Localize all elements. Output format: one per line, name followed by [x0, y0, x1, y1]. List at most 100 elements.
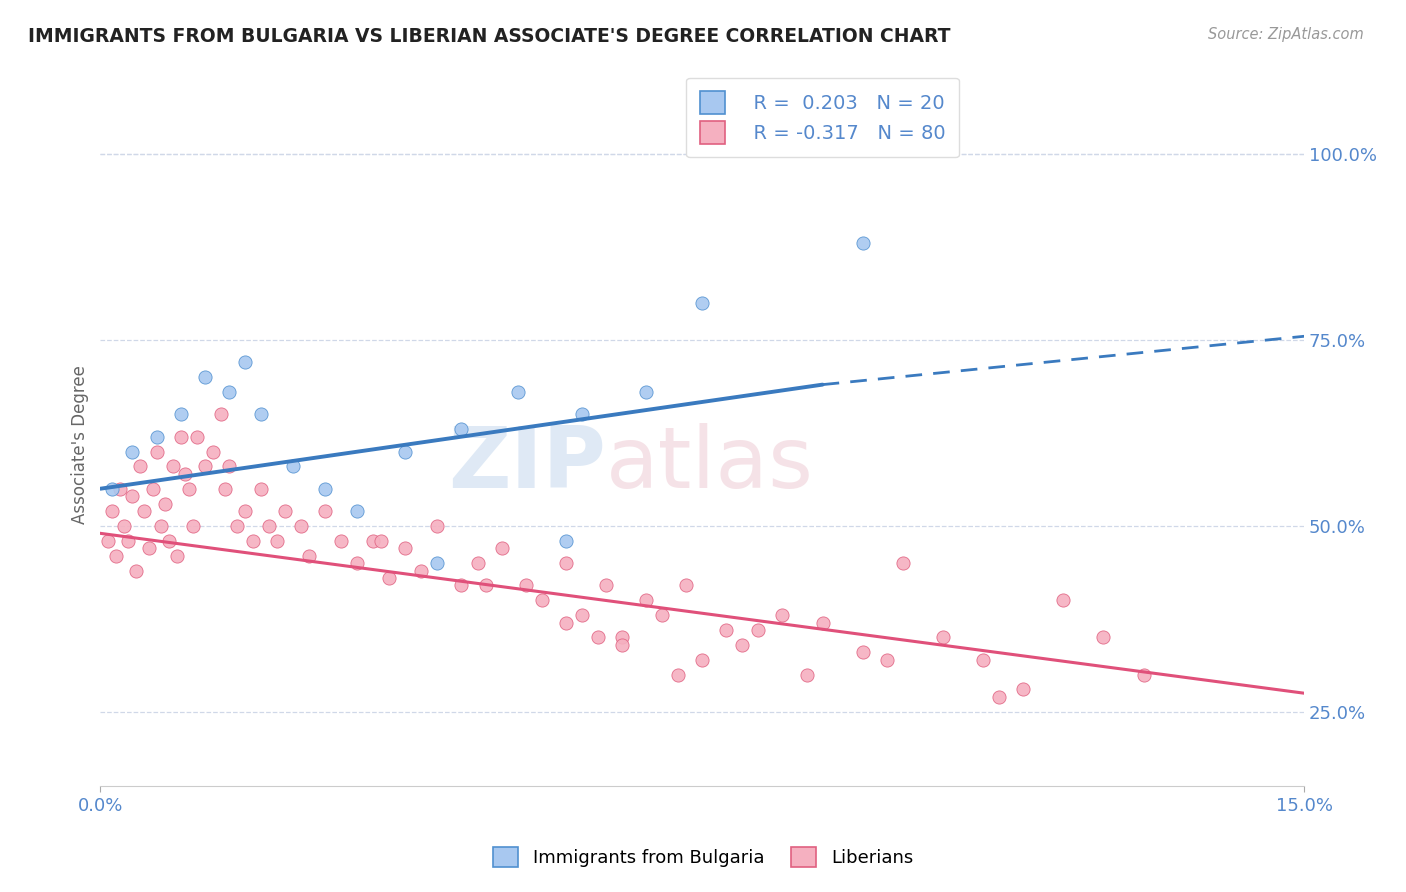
- Point: [121, 444, 143, 458]
- Text: Source: ZipAtlas.com: Source: ZipAtlas.com: [1208, 27, 1364, 42]
- Point: [169, 430, 191, 444]
- Point: [117, 533, 139, 548]
- Point: [346, 556, 368, 570]
- Point: [97, 533, 120, 548]
- Point: [571, 408, 593, 422]
- Point: [450, 578, 472, 592]
- Legend:   R =  0.203   N = 20,   R = -0.317   N = 80: R = 0.203 N = 20, R = -0.317 N = 80: [686, 78, 959, 158]
- Text: ZIP: ZIP: [449, 423, 606, 506]
- Point: [173, 467, 195, 481]
- Point: [666, 667, 689, 681]
- Point: [972, 653, 994, 667]
- Point: [651, 608, 673, 623]
- Point: [141, 482, 163, 496]
- Point: [690, 653, 713, 667]
- Point: [1092, 631, 1115, 645]
- Point: [1052, 593, 1074, 607]
- Point: [138, 541, 160, 556]
- Point: [731, 638, 754, 652]
- Point: [610, 631, 633, 645]
- Point: [530, 593, 553, 607]
- Point: [145, 430, 167, 444]
- Point: [281, 459, 304, 474]
- Point: [169, 408, 191, 422]
- Point: [450, 422, 472, 436]
- Point: [1012, 682, 1035, 697]
- Point: [314, 482, 336, 496]
- Point: [214, 482, 236, 496]
- Point: [101, 504, 124, 518]
- Text: atlas: atlas: [606, 423, 814, 506]
- Point: [811, 615, 834, 630]
- Point: [716, 623, 738, 637]
- Point: [250, 482, 273, 496]
- Y-axis label: Associate's Degree: Associate's Degree: [72, 365, 89, 524]
- Point: [233, 504, 256, 518]
- Point: [634, 385, 657, 400]
- Point: [852, 645, 875, 659]
- Point: [426, 556, 449, 570]
- Point: [105, 549, 128, 563]
- Point: [474, 578, 496, 592]
- Point: [554, 556, 576, 570]
- Point: [101, 482, 124, 496]
- Point: [852, 236, 875, 251]
- Point: [157, 533, 180, 548]
- Point: [361, 533, 384, 548]
- Point: [233, 355, 256, 369]
- Point: [129, 459, 152, 474]
- Point: [586, 631, 609, 645]
- Point: [298, 549, 321, 563]
- Point: [162, 459, 184, 474]
- Point: [394, 444, 416, 458]
- Point: [145, 444, 167, 458]
- Point: [125, 564, 148, 578]
- Point: [266, 533, 288, 548]
- Point: [932, 631, 955, 645]
- Point: [194, 370, 217, 384]
- Point: [675, 578, 697, 592]
- Point: [610, 638, 633, 652]
- Point: [186, 430, 208, 444]
- Point: [110, 482, 132, 496]
- Point: [257, 519, 280, 533]
- Point: [378, 571, 401, 585]
- Point: [149, 519, 172, 533]
- Point: [112, 519, 135, 533]
- Point: [346, 504, 368, 518]
- Point: [1132, 667, 1154, 681]
- Point: [506, 385, 529, 400]
- Legend: Immigrants from Bulgaria, Liberians: Immigrants from Bulgaria, Liberians: [485, 839, 921, 874]
- Point: [876, 653, 898, 667]
- Point: [290, 519, 312, 533]
- Point: [595, 578, 617, 592]
- Point: [181, 519, 204, 533]
- Point: [796, 667, 818, 681]
- Point: [218, 385, 240, 400]
- Point: [370, 533, 392, 548]
- Point: [690, 295, 713, 310]
- Point: [134, 504, 156, 518]
- Point: [554, 615, 576, 630]
- Point: [250, 408, 273, 422]
- Point: [177, 482, 200, 496]
- Point: [153, 497, 176, 511]
- Text: IMMIGRANTS FROM BULGARIA VS LIBERIAN ASSOCIATE'S DEGREE CORRELATION CHART: IMMIGRANTS FROM BULGARIA VS LIBERIAN ASS…: [28, 27, 950, 45]
- Point: [491, 541, 513, 556]
- Point: [747, 623, 769, 637]
- Point: [426, 519, 449, 533]
- Point: [411, 564, 433, 578]
- Point: [330, 533, 353, 548]
- Point: [467, 556, 489, 570]
- Point: [201, 444, 224, 458]
- Point: [121, 489, 143, 503]
- Point: [166, 549, 188, 563]
- Point: [891, 556, 914, 570]
- Point: [772, 608, 794, 623]
- Point: [274, 504, 297, 518]
- Point: [218, 459, 240, 474]
- Point: [634, 593, 657, 607]
- Point: [225, 519, 247, 533]
- Point: [194, 459, 217, 474]
- Point: [988, 690, 1011, 704]
